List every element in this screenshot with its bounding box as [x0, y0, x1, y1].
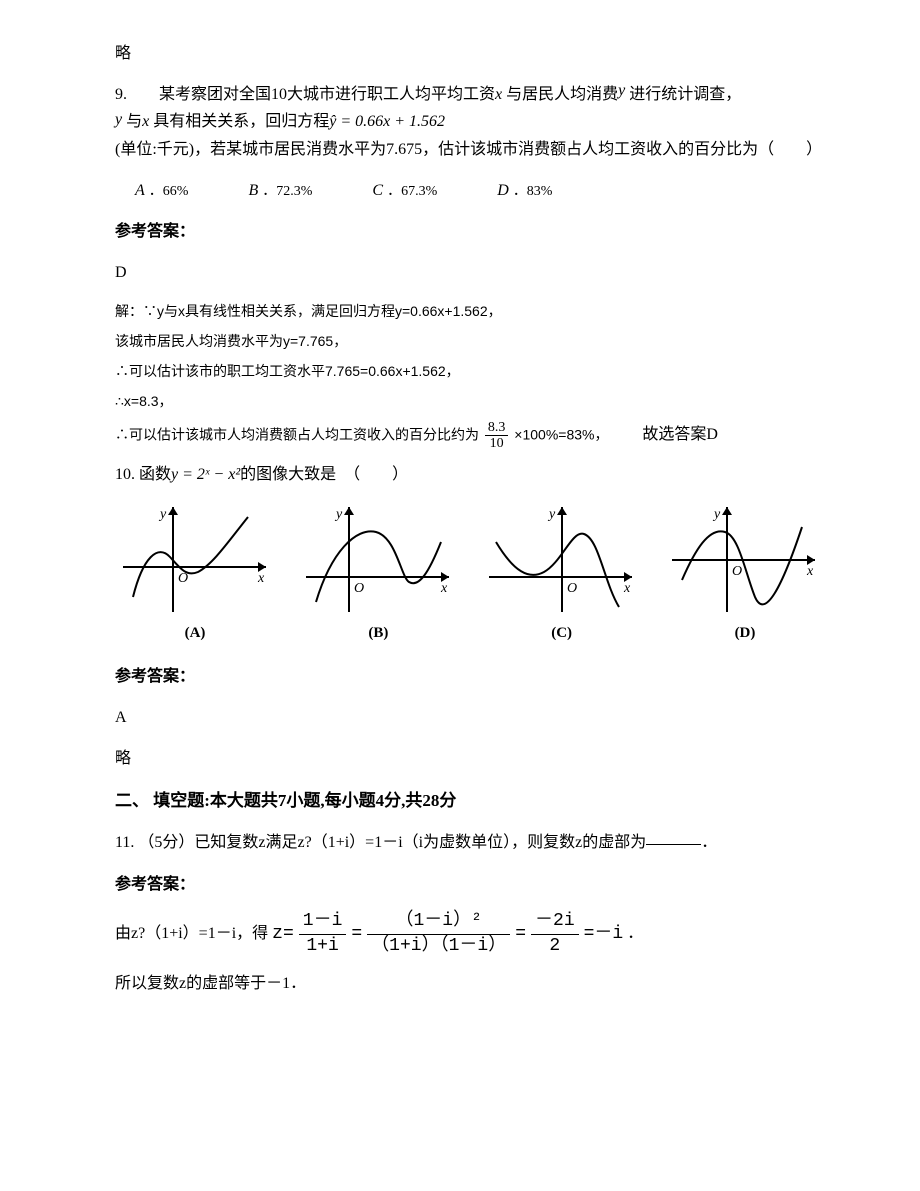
q9-reg-eq: ŷ = 0.66x + 1.562: [329, 113, 445, 130]
q9-opt-d: D ．83%: [497, 177, 552, 204]
graph-a-svg: y x O: [118, 502, 273, 617]
frac2-num: （1－i）²: [367, 912, 510, 935]
q9-sol5b: ×100%=83%，: [514, 426, 608, 442]
svg-text:O: O: [567, 581, 577, 596]
q9-stem: 9. 某考察团对全国10大城市进行职工人均平均工资x 与居民人均消费y 进行统计…: [115, 81, 825, 163]
q11-eq1: =: [351, 924, 362, 944]
svg-text:y: y: [712, 507, 721, 522]
q11-sol1b: ．: [627, 925, 643, 942]
q9-sol5a: ∴可以估计该城市人均消费额占人均工资收入的百分比约为: [115, 426, 483, 442]
svg-text:y: y: [547, 507, 556, 522]
svg-text:O: O: [354, 581, 364, 596]
svg-text:y: y: [158, 507, 167, 522]
q10-stem1: 函数: [139, 466, 171, 483]
q9-unit-line: (单位:千元)，若某城市居民消费水平为7.675，估计该城市消费额占人均工资收入…: [115, 141, 822, 158]
graph-d-svg: y x O: [667, 502, 822, 617]
q9-ans: D: [115, 259, 825, 286]
frac3-num: －2i: [531, 912, 579, 935]
svg-text:x: x: [440, 581, 448, 596]
q9-x2: x: [142, 113, 149, 130]
section-2-title: 二、 填空题:本大题共7小题,每小题4分,共28分: [115, 787, 825, 816]
q9-stem5: 具有相关关系，回归方程: [153, 113, 329, 130]
q9-opt-c: C ．67.3%: [372, 177, 437, 204]
svg-text:O: O: [732, 564, 742, 579]
q11-ans-heading: 参考答案：: [115, 871, 825, 898]
graph-b-label: (B): [298, 621, 458, 647]
q9-opt-b: B ．72.3%: [248, 177, 312, 204]
q11-num: 11.: [115, 834, 134, 851]
blank-input-line: [646, 844, 701, 845]
q9-sol-1: 解：∵y与x具有线性相关关系，满足回归方程y=0.66x+1.562，: [115, 300, 825, 324]
graph-c: y x O (C): [482, 502, 642, 647]
q8-short: 略: [115, 40, 825, 67]
q9-sol-2: 该城市居民人均消费水平为y=7.765，: [115, 330, 825, 354]
opt-d-lbl: D: [497, 182, 509, 199]
graph-d-label: (D): [665, 621, 825, 647]
frac-den: 10: [485, 436, 509, 451]
svg-text:x: x: [257, 571, 265, 586]
q9-sol5c: 故选答案D: [642, 426, 718, 443]
graph-d: y x O (D): [665, 502, 825, 647]
q10-graphs: y x O (A) y x O (B) y x O: [115, 502, 825, 647]
graph-a-label: (A): [115, 621, 275, 647]
q11-stem-text: （5分）已知复数z满足z?（1+i）=1－i（i为虚数单位），则复数z的虚部为: [138, 834, 646, 851]
q10-ans-heading: 参考答案：: [115, 663, 825, 690]
frac1-num: 1－i: [299, 912, 347, 935]
graph-c-label: (C): [482, 621, 642, 647]
q10-ans: A: [115, 704, 825, 731]
q9-opt-a: A ．66%: [135, 177, 188, 204]
q11-sol1a: 由z?（1+i）=1－i，得: [115, 925, 268, 942]
q10-stem: 10. 函数y = 2ˣ − x²的图像大致是 （ ）: [115, 461, 825, 488]
q11-frac3: －2i 2: [531, 912, 579, 957]
svg-text:y: y: [334, 507, 343, 522]
svg-text:x: x: [623, 581, 631, 596]
q11-stem: 11. （5分）已知复数z满足z?（1+i）=1－i（i为虚数单位），则复数z的…: [115, 829, 825, 856]
frac-num: 8.3: [485, 420, 509, 436]
q11-period: ．: [701, 834, 717, 851]
fraction-8p3-10: 8.3 10: [485, 420, 509, 452]
q9-sol-4: ∴x=8.3，: [115, 390, 825, 414]
q10-func: y = 2ˣ − x²: [171, 466, 240, 483]
q9-stem3: 进行统计调查，: [629, 86, 741, 103]
q10-stem2: 的图像大致是 （ ）: [240, 466, 408, 483]
q9-y2: y: [115, 111, 122, 128]
opt-c-txt: ．67.3%: [387, 184, 437, 199]
q11-eq2: =: [515, 924, 526, 944]
q9-x: x: [495, 86, 502, 103]
graph-b-svg: y x O: [301, 502, 456, 617]
opt-d-txt: ．83%: [513, 184, 553, 199]
graph-a: y x O (A): [115, 502, 275, 647]
q11-frac1: 1－i 1+i: [299, 912, 347, 957]
q10-short: 略: [115, 745, 825, 772]
q9-sol-3: ∴可以估计该市的职工均工资水平7.765=0.66x+1.562，: [115, 360, 825, 384]
opt-c-lbl: C: [372, 182, 383, 199]
opt-b-txt: ．72.3%: [262, 184, 312, 199]
q9-ans-heading: 参考答案：: [115, 218, 825, 245]
opt-b-lbl: B: [248, 182, 258, 199]
frac1-den: 1+i: [299, 935, 347, 957]
q9-options: A ．66% B ．72.3% C ．67.3% D ．83%: [115, 177, 825, 204]
q11-sol-line2: 所以复数z的虚部等于－1．: [115, 970, 825, 997]
q9-y: y: [618, 82, 625, 99]
graph-b: y x O (B): [298, 502, 458, 647]
q9-stem4: 与: [126, 113, 142, 130]
q11-eq-right: =－i: [584, 924, 624, 944]
q9-sol-5: ∴可以估计该城市人均消费额占人均工资收入的百分比约为 8.3 10 ×100%=…: [115, 420, 825, 452]
opt-a-lbl: A: [135, 182, 145, 199]
q9-stem2: 与居民人均消费: [506, 86, 618, 103]
q9-stem1: 某考察团对全国10大城市进行职工人均平均工资: [127, 86, 495, 103]
opt-a-txt: ．66%: [149, 184, 189, 199]
q9-num: 9.: [115, 86, 127, 103]
q10-num: 10.: [115, 466, 135, 483]
frac3-den: 2: [531, 935, 579, 957]
svg-text:x: x: [806, 564, 814, 579]
graph-c-svg: y x O: [484, 502, 639, 617]
q11-sol-line1: 由z?（1+i）=1－i，得 z= 1－i 1+i = （1－i）² （1+i）…: [115, 912, 825, 957]
frac2-den: （1+i）（1－i）: [367, 935, 510, 957]
q11-frac2: （1－i）² （1+i）（1－i）: [367, 912, 510, 957]
q11-eq-z: z=: [272, 924, 294, 944]
